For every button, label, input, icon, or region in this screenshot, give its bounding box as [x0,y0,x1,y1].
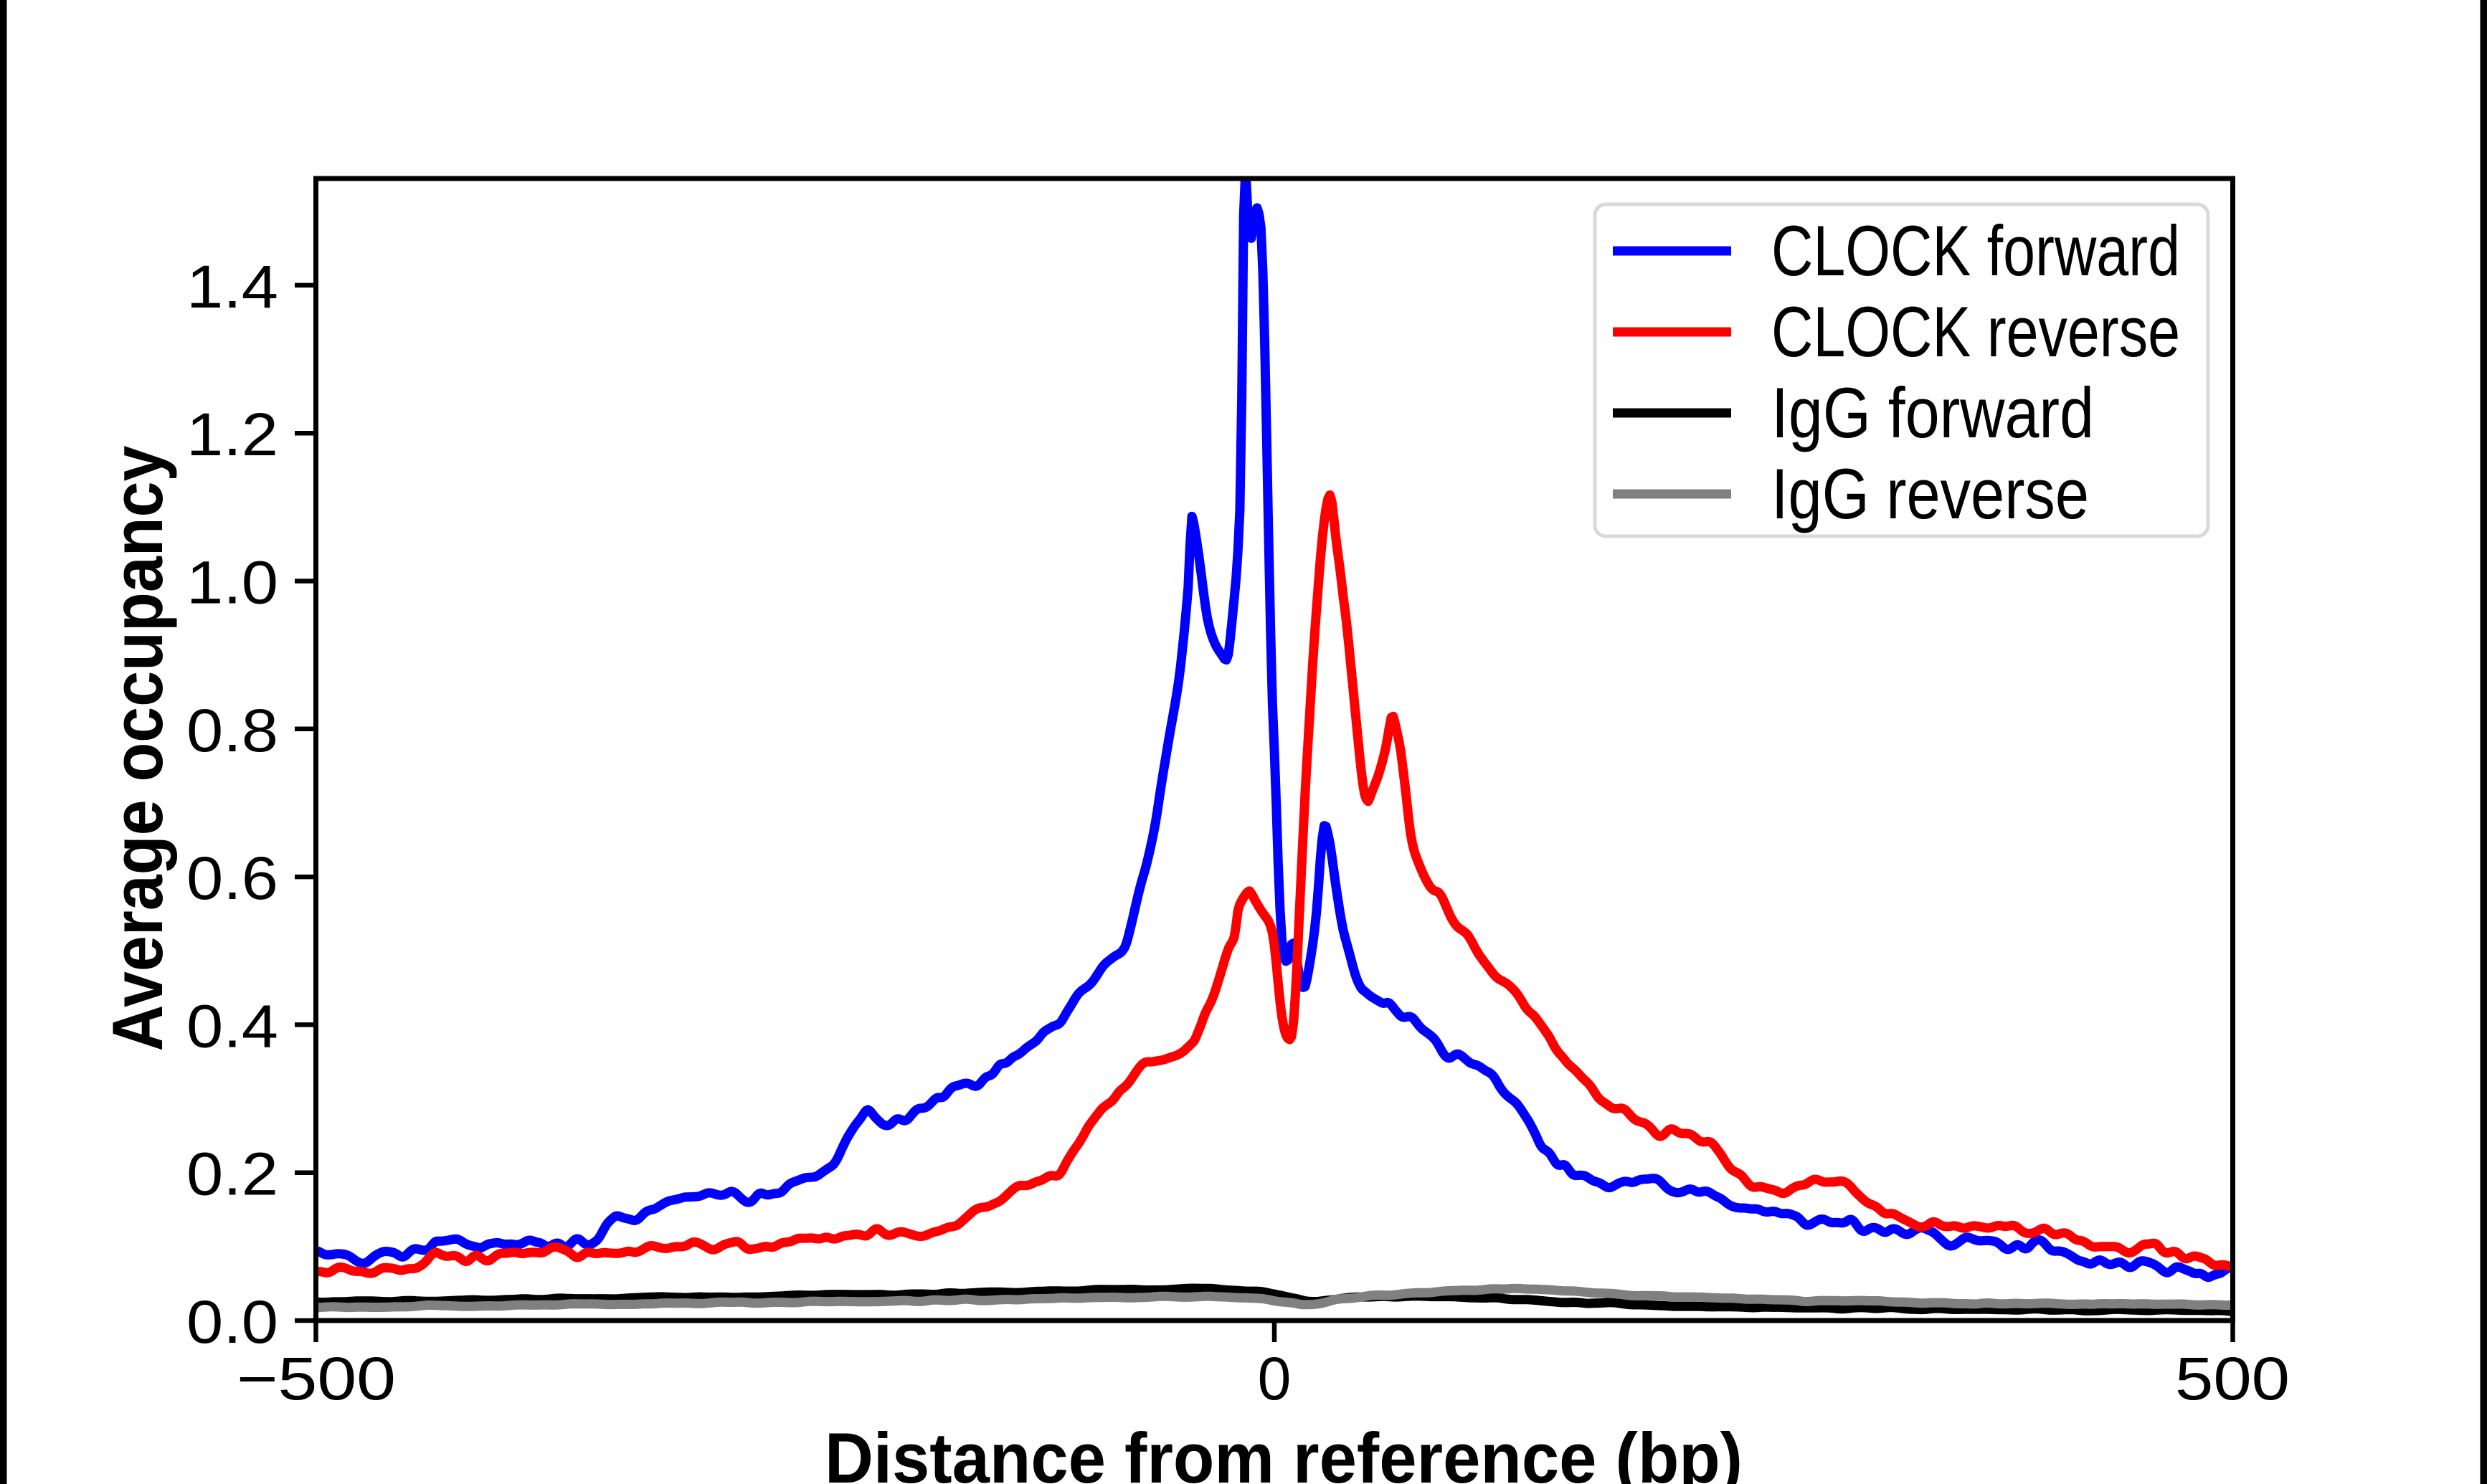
svg-text:500: 500 [2175,1345,2290,1412]
svg-text:0.6: 0.6 [186,845,278,912]
svg-text:IgG forward: IgG forward [1771,373,2094,452]
svg-text:0.2: 0.2 [186,1141,278,1208]
svg-text:Distance from reference (bp): Distance from reference (bp) [825,1418,1743,1484]
svg-text:1.0: 1.0 [186,549,278,617]
svg-text:1.2: 1.2 [186,401,278,468]
svg-text:IgG reverse: IgG reverse [1771,454,2089,533]
svg-text:−500: −500 [237,1345,396,1412]
svg-text:CLOCK reverse: CLOCK reverse [1771,292,2180,371]
svg-text:0.8: 0.8 [186,697,278,764]
svg-text:0.0: 0.0 [186,1288,278,1356]
svg-text:0.4: 0.4 [186,992,278,1060]
svg-text:1.4: 1.4 [186,253,278,320]
svg-text:0: 0 [1258,1345,1292,1412]
svg-text:CLOCK forward: CLOCK forward [1771,211,2180,290]
svg-text:Average occupancy: Average occupancy [98,446,177,1052]
